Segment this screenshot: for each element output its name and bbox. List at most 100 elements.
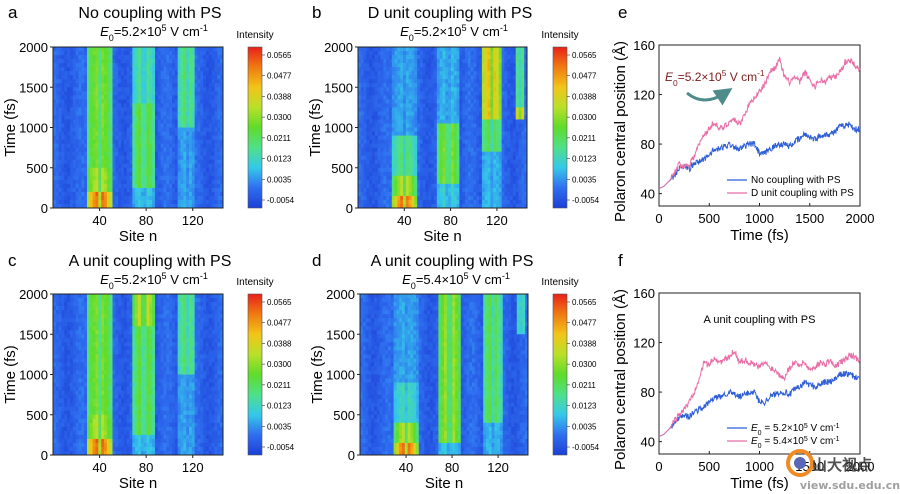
heatmap-cell: [504, 155, 508, 161]
heatmap-cell: [436, 147, 441, 153]
heatmap-cell: [510, 91, 514, 96]
heatmap-cell: [358, 127, 362, 132]
heatmap-cell: [400, 59, 404, 64]
heatmap-cell: [132, 159, 136, 165]
heatmap-cell: [98, 103, 102, 108]
heatmap-cell: [496, 111, 500, 116]
heatmap-cell: [146, 107, 150, 112]
heatmap-cell: [217, 103, 221, 108]
heatmap-cell: [149, 47, 153, 52]
heatmap-cell: [400, 71, 404, 76]
heatmap-cell: [442, 95, 446, 100]
heatmap-cell: [358, 199, 362, 205]
heatmap-cell: [501, 107, 505, 112]
heatmap-cell: [465, 155, 469, 161]
heatmap-cell: [476, 139, 480, 144]
heatmap-cell: [428, 47, 432, 52]
heatmap-cell: [428, 115, 432, 120]
heatmap-cell: [89, 175, 94, 181]
heatmap-cell: [473, 55, 477, 60]
heatmap-cell: [129, 151, 133, 157]
heatmap-cell: [391, 187, 396, 193]
heatmap-cell: [138, 115, 142, 120]
heatmap-cell: [157, 107, 162, 112]
heatmap-cell: [493, 87, 497, 92]
heatmap-cell: [123, 123, 128, 128]
heatmap-cell: [123, 179, 128, 185]
heatmap-cell: [360, 155, 365, 161]
heatmap-cell: [87, 139, 91, 144]
heatmap-cell: [166, 147, 170, 153]
label-prefix: E: [100, 272, 109, 287]
heatmap-cell: [169, 139, 173, 144]
heatmap-cell: [462, 119, 466, 124]
heatmap-cell: [143, 87, 147, 92]
heatmap-cell: [419, 47, 424, 52]
heatmap-cell: [493, 127, 497, 132]
heatmap-cell: [419, 51, 424, 56]
heatmap-cell: [358, 71, 362, 76]
heatmap-cell: [214, 75, 218, 80]
heatmap-cell: [211, 91, 215, 96]
heatmap-cell: [504, 179, 508, 185]
heatmap-cell: [211, 67, 215, 72]
heatmap-cell: [524, 171, 528, 177]
heatmap-cell: [67, 83, 71, 88]
heatmap-cell: [135, 151, 139, 157]
heatmap-cell: [436, 139, 441, 144]
heatmap-cell: [431, 107, 435, 112]
heatmap-cell: [425, 79, 429, 84]
heatmap-cell: [397, 187, 401, 193]
heatmap-cell: [408, 51, 412, 56]
heatmap-cell: [434, 139, 438, 144]
heatmap-cell: [55, 75, 60, 80]
heatmap-cell: [484, 171, 488, 177]
heatmap-cell: [450, 131, 455, 136]
heatmap-cell: [515, 183, 519, 189]
heatmap-cell: [123, 107, 128, 112]
heatmap-cell: [400, 95, 404, 100]
heatmap-cell: [169, 83, 173, 88]
heatmap-cell: [386, 159, 390, 165]
heatmap-cell: [515, 79, 519, 84]
heatmap-cell: [132, 71, 136, 76]
heatmap-cell: [157, 103, 162, 108]
heatmap-cell: [524, 191, 528, 197]
heatmap-cell: [189, 63, 193, 68]
heatmap-cell: [155, 163, 159, 169]
heatmap-cell: [197, 163, 201, 169]
heatmap-cell: [70, 183, 74, 189]
heatmap-cell: [101, 135, 105, 140]
heatmap-cell: [518, 103, 522, 108]
heatmap-cell: [84, 75, 88, 80]
heatmap-cell: [436, 95, 441, 100]
heatmap-cell: [53, 203, 57, 209]
heatmap-cell: [109, 191, 113, 197]
heatmap-cell: [490, 115, 494, 120]
heatmap-cell: [217, 203, 221, 209]
heatmap-cell: [129, 175, 133, 181]
heatmap-cell: [405, 91, 410, 96]
heatmap-cell: [521, 167, 525, 173]
heatmap-cell: [442, 59, 446, 64]
heatmap-cell: [129, 143, 133, 149]
heatmap-cell: [163, 135, 167, 140]
heatmap-cell: [135, 163, 139, 169]
heatmap-cell: [194, 171, 198, 177]
heatmap-cell: [383, 123, 387, 128]
heatmap-cell: [146, 99, 150, 104]
heatmap-cell: [189, 155, 193, 161]
heatmap-cell: [132, 119, 136, 124]
heatmap-cell: [408, 103, 412, 108]
heatmap-cell: [436, 171, 441, 177]
heatmap-cell: [498, 147, 503, 153]
heatmap-cell: [191, 55, 196, 60]
heatmap-cell: [152, 191, 156, 197]
heatmap-cell: [380, 91, 384, 96]
heatmap-cell: [400, 163, 404, 169]
heatmap-cell: [450, 79, 455, 84]
heatmap-cell: [428, 191, 432, 197]
heatmap-cell: [419, 131, 424, 136]
heatmap-cell: [118, 139, 122, 144]
heatmap-cell: [220, 111, 224, 116]
